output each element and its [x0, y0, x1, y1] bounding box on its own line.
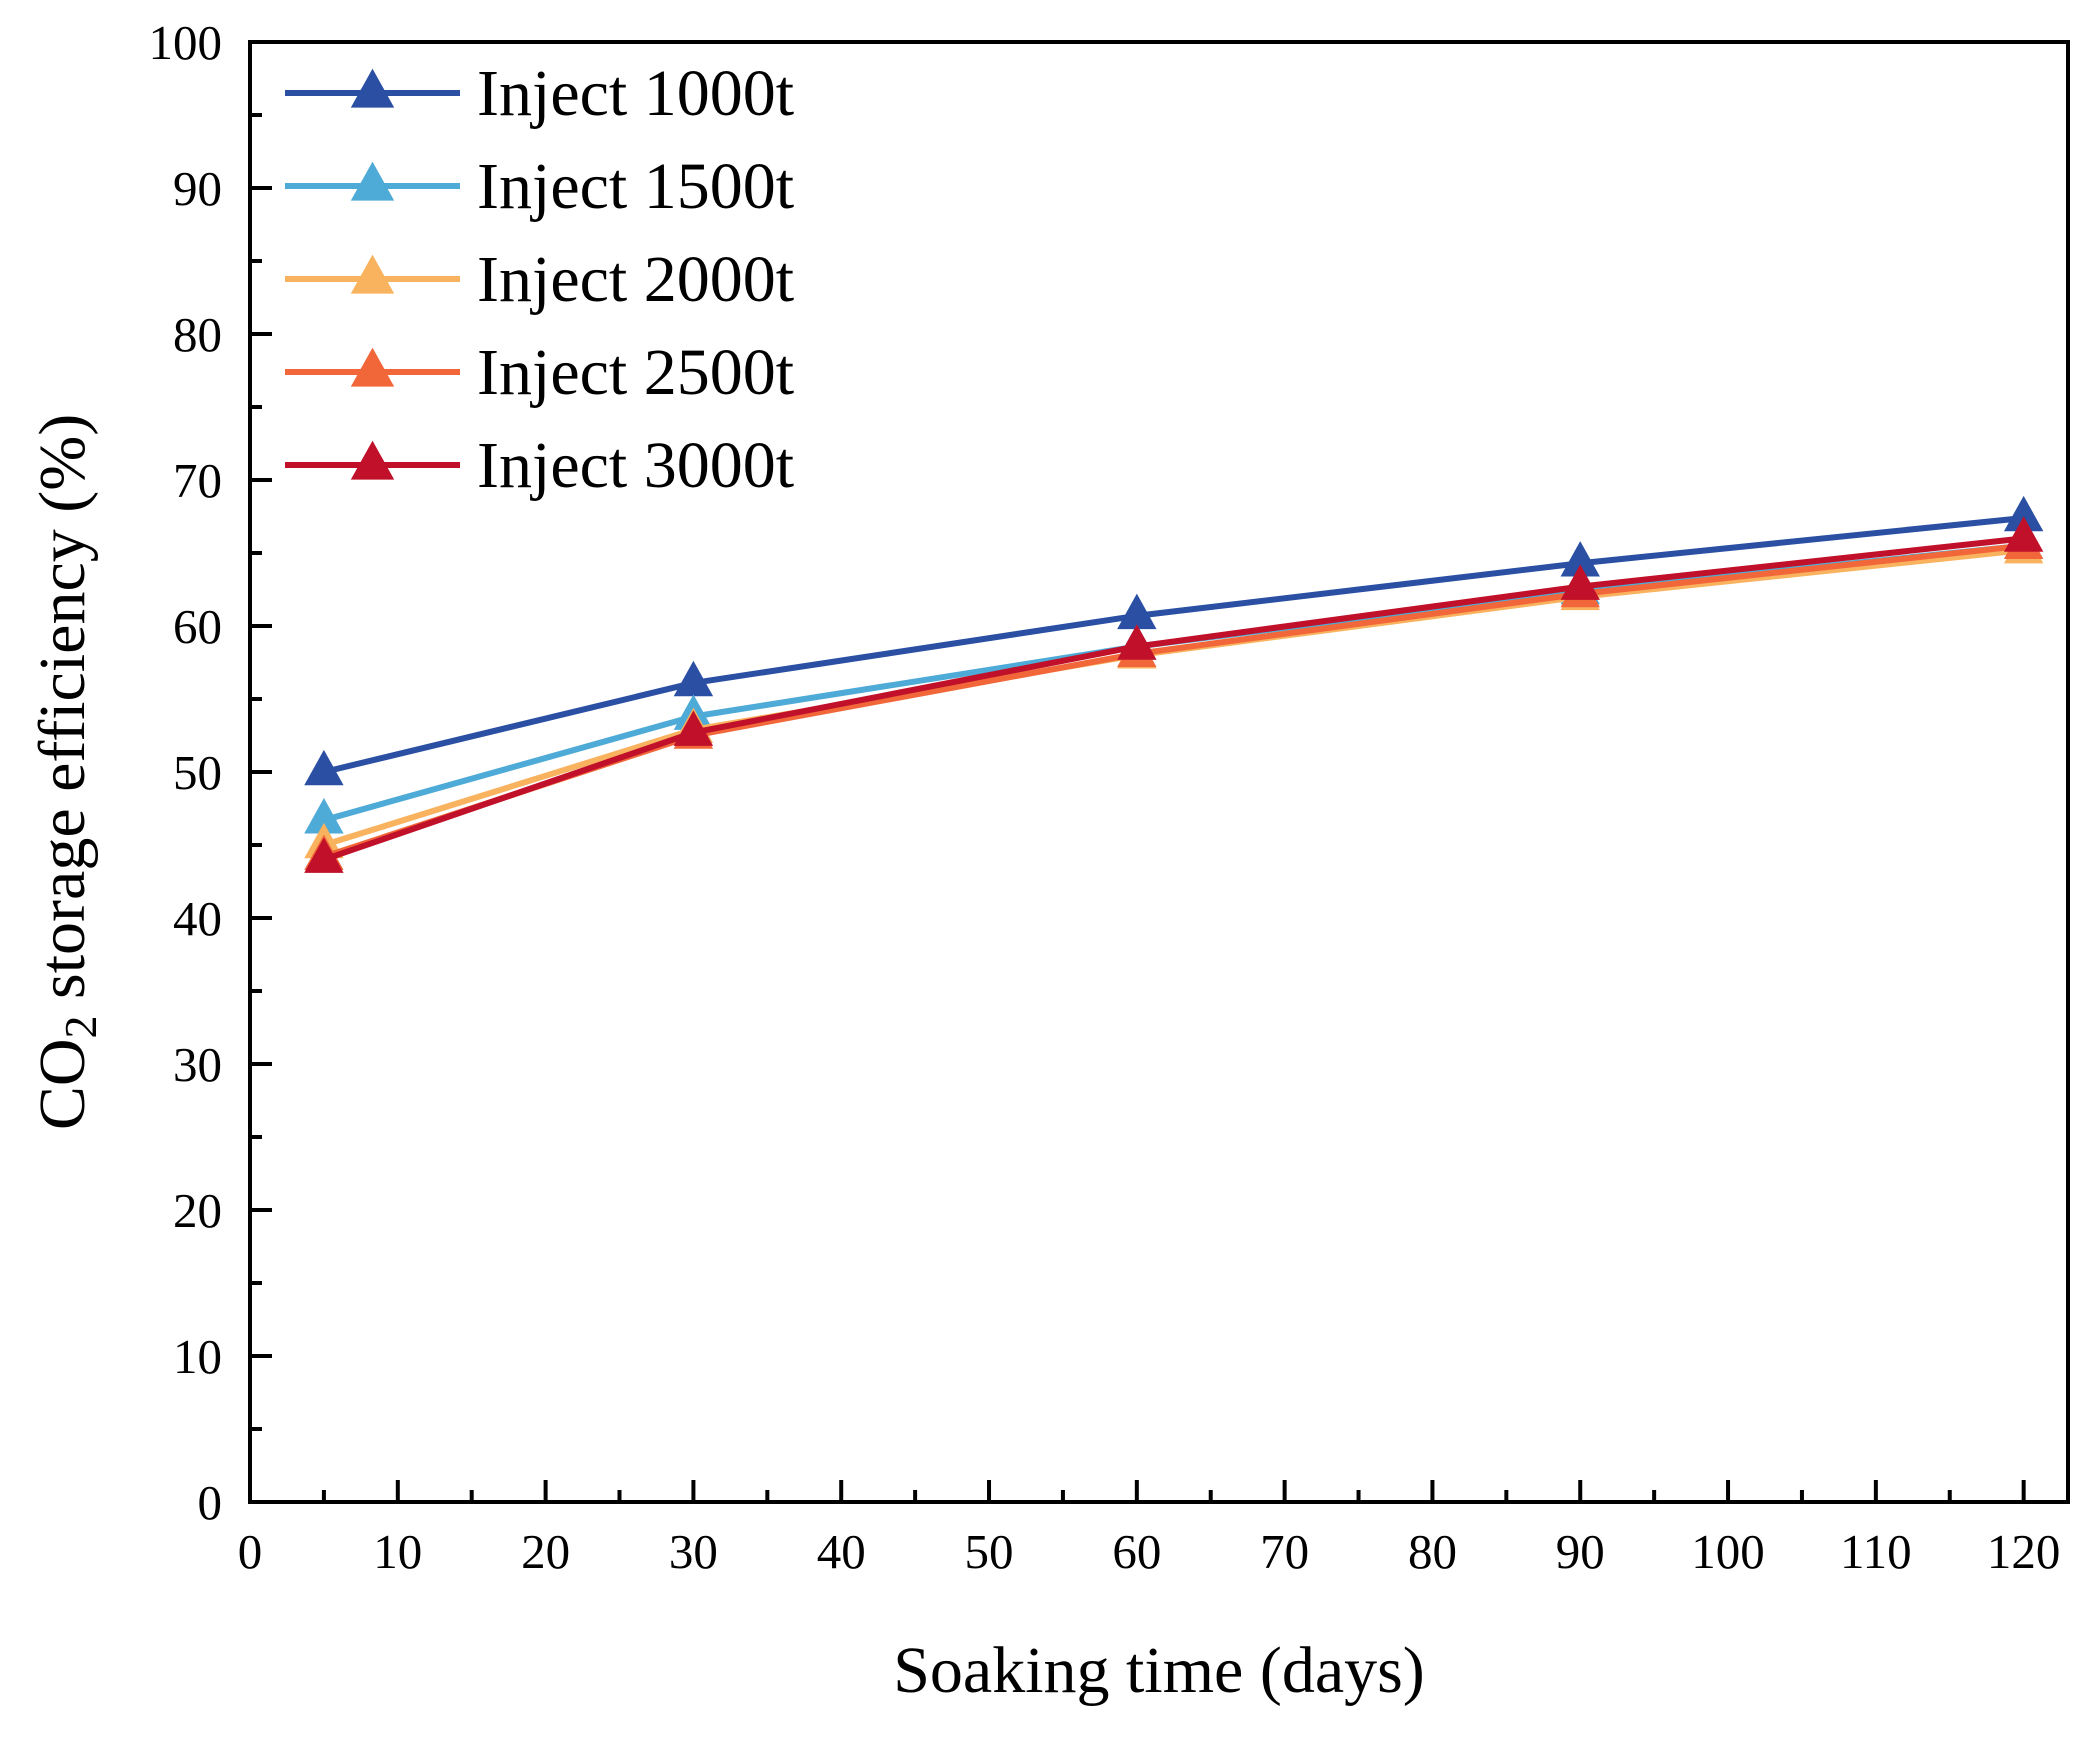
x-tick-label: 80 [1408, 1524, 1457, 1579]
y-tick-label: 90 [173, 161, 222, 216]
legend: Inject 1000t Inject 1500t Inject 2000t Inje… [285, 57, 794, 502]
y-axis-title-suffix: storage efficiency (%) [26, 414, 99, 1016]
legend-label: Inject 1000t [477, 57, 794, 130]
legend-item: Inject 1000t [285, 57, 794, 130]
series-line [322, 535, 2024, 863]
y-tick-label: 60 [173, 599, 222, 654]
data-point [2003, 516, 2044, 552]
data-point [304, 749, 344, 786]
legend-marker [350, 161, 395, 201]
x-tick-label: 20 [521, 1524, 570, 1579]
y-tick-label: 70 [173, 453, 222, 508]
y-axis-title: CO2 storage efficiency (%) [26, 414, 106, 1130]
data-point [673, 710, 714, 746]
y-tick-label: 50 [173, 745, 222, 800]
legend-label: Inject 2500t [477, 336, 794, 409]
y-axis-title-subscript: 2 [55, 1015, 106, 1038]
x-tick-label: 0 [238, 1524, 263, 1579]
series-layer [304, 495, 2044, 873]
legend-label: Inject 3000t [477, 429, 794, 502]
x-tick-label: 60 [1112, 1524, 1161, 1579]
series-line [323, 542, 2024, 824]
x-tick-label: 10 [373, 1524, 422, 1579]
x-tick-label: 90 [1556, 1524, 1605, 1579]
series-line [322, 542, 2024, 860]
x-tick-label: 110 [1840, 1524, 1912, 1579]
y-tick-label: 0 [198, 1475, 223, 1530]
y-axis-title-prefix: CO [26, 1038, 99, 1130]
y-axis-ticks: 0 10 20 30 40 50 60 70 80 90 100 [149, 15, 272, 1530]
x-tick-label: 40 [817, 1524, 866, 1579]
series-line [323, 514, 2024, 775]
y-tick-label: 100 [149, 15, 223, 70]
legend-marker [350, 254, 395, 294]
x-axis-title: Soaking time (days) [893, 1634, 1425, 1707]
x-tick-label: 100 [1691, 1524, 1765, 1579]
legend-label: Inject 1500t [477, 150, 794, 223]
x-tick-label: 30 [669, 1524, 718, 1579]
series-inject-3000t [304, 516, 2044, 873]
legend-label: Inject 2000t [477, 243, 794, 316]
legend-marker [350, 440, 395, 480]
y-tick-label: 30 [173, 1037, 222, 1092]
data-point [1560, 564, 1600, 600]
x-tick-label: 120 [1987, 1524, 2061, 1579]
y-tick-label: 10 [173, 1329, 222, 1384]
data-point [1117, 624, 1157, 660]
plot-frame [248, 40, 2070, 1504]
y-tick-label: 20 [173, 1183, 222, 1238]
legend-marker [350, 347, 395, 387]
y-tick-label: 80 [173, 307, 222, 362]
legend-item: Inject 2000t [285, 243, 794, 316]
data-point [304, 837, 344, 873]
series-line [323, 547, 2024, 848]
legend-marker [350, 68, 395, 108]
series-inject-2000t [304, 527, 2044, 859]
x-axis-ticks: 0 10 20 30 40 50 60 70 80 90 100 110 120 [238, 1480, 2061, 1579]
legend-item: Inject 3000t [285, 429, 794, 502]
y-tick-label: 40 [173, 891, 222, 946]
legend-item: Inject 2500t [285, 336, 794, 409]
x-tick-label: 70 [1260, 1524, 1309, 1579]
legend-item: Inject 1500t [285, 150, 794, 223]
x-tick-label: 50 [965, 1524, 1014, 1579]
